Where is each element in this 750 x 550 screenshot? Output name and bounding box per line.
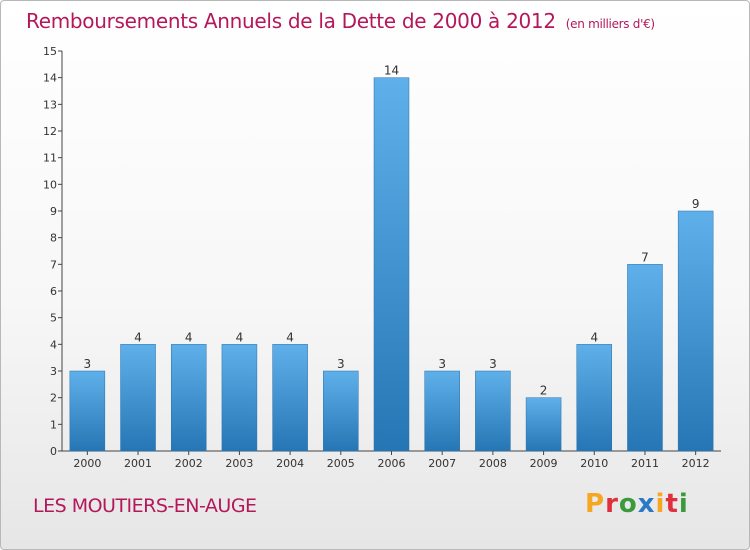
y-tick-label: 6: [50, 285, 57, 298]
bar-value-label: 4: [286, 330, 294, 344]
proxiti-logo[interactable]: Proxiti: [585, 489, 689, 519]
bar[interactable]: [627, 264, 663, 452]
bar-value-label: 3: [337, 357, 345, 371]
bar-value-label: 2: [540, 384, 548, 398]
bar[interactable]: [373, 77, 410, 452]
town-name: LES MOUTIERS-EN-AUGE: [33, 495, 257, 517]
y-tick-label: 4: [50, 338, 57, 351]
logo-letter: i: [655, 489, 666, 519]
x-tick-label: 2005: [327, 457, 355, 470]
bar[interactable]: [475, 370, 511, 452]
x-tick-label: 2009: [530, 457, 558, 470]
y-tick-label: 14: [43, 72, 57, 85]
y-tick-label: 7: [50, 258, 57, 271]
y-tick-label: 12: [43, 125, 57, 138]
bar[interactable]: [424, 370, 460, 452]
chart-title-text: Remboursements Annuels de la Dette de 20…: [26, 9, 556, 33]
bar[interactable]: [677, 210, 714, 452]
logo-letter: r: [605, 489, 619, 519]
x-tick-label: 2006: [378, 457, 406, 470]
y-tick-label: 10: [43, 178, 57, 191]
y-tick-label: 1: [50, 418, 57, 431]
x-tick-label: 2011: [631, 457, 659, 470]
logo-letter: x: [637, 489, 656, 519]
y-tick-label: 11: [43, 152, 57, 165]
logo-letter: P: [585, 489, 606, 519]
y-tick-label: 15: [43, 45, 57, 58]
y-tick-label: 9: [50, 205, 57, 218]
bar[interactable]: [272, 344, 308, 452]
x-tick-label: 2010: [580, 457, 608, 470]
bar[interactable]: [69, 370, 106, 452]
bar[interactable]: [323, 370, 359, 452]
logo-letter: o: [618, 489, 638, 519]
x-tick-label: 2002: [175, 457, 203, 470]
bar-value-label: 4: [590, 330, 598, 344]
x-tick-label: 2012: [682, 457, 710, 470]
chart-unit-subtitle: (en milliers d'€): [565, 17, 655, 31]
bar-value-label: 4: [134, 330, 142, 344]
bar[interactable]: [221, 344, 258, 452]
x-tick-label: 2007: [428, 457, 456, 470]
x-tick-label: 2001: [124, 457, 152, 470]
bar-value-label: 3: [489, 357, 497, 371]
bar[interactable]: [525, 397, 562, 452]
bar[interactable]: [576, 344, 613, 452]
logo-letter: i: [678, 489, 689, 519]
x-tick-label: 2003: [225, 457, 253, 470]
y-tick-label: 8: [50, 232, 57, 245]
bar-value-label: 14: [384, 64, 399, 78]
bar[interactable]: [120, 344, 156, 452]
logo-letter: t: [665, 489, 679, 519]
x-tick-label: 2008: [479, 457, 507, 470]
bar-value-label: 4: [185, 330, 193, 344]
x-tick-label: 2000: [73, 457, 101, 470]
bar-value-label: 4: [236, 330, 244, 344]
bar-value-label: 9: [692, 197, 700, 211]
x-tick-label: 2004: [276, 457, 304, 470]
bar[interactable]: [170, 344, 207, 452]
bar-value-label: 3: [84, 357, 92, 371]
y-tick-label: 2: [50, 392, 57, 405]
y-tick-label: 3: [50, 365, 57, 378]
y-tick-label: 5: [50, 312, 57, 325]
bar-value-label: 7: [641, 250, 649, 264]
chart-title: Remboursements Annuels de la Dette de 20…: [26, 9, 655, 33]
y-tick-label: 13: [43, 98, 57, 111]
y-tick-label: 0: [50, 445, 57, 458]
bar-value-label: 3: [438, 357, 446, 371]
bars: 3 4 4 4 4 3 14 3 3 2 4 7 9: [69, 64, 714, 452]
